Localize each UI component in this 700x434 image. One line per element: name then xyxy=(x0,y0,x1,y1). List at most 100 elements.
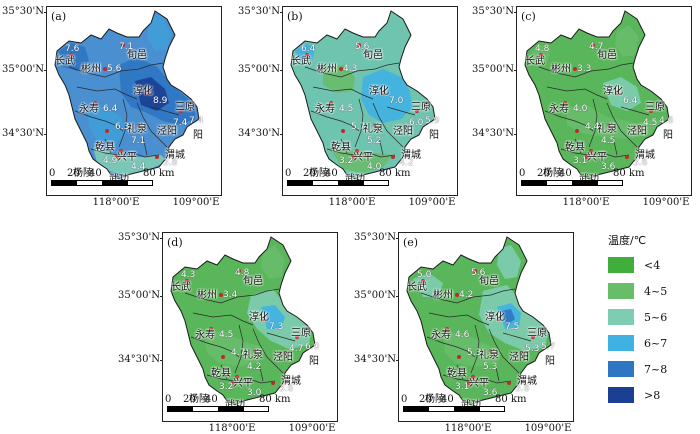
lat-tick xyxy=(160,360,163,361)
county-boundary xyxy=(190,336,240,358)
temperature-value: 6.3 xyxy=(115,122,130,132)
city-name-wugong: 武功 xyxy=(345,174,365,185)
county-boundary xyxy=(456,364,464,380)
station-marker xyxy=(235,375,239,379)
station-marker xyxy=(589,149,593,153)
temperature-value: 5.6 xyxy=(355,42,370,52)
temperature-value: 4.6 xyxy=(659,116,674,126)
legend-label: 7~8 xyxy=(644,362,668,376)
panel-label: (e) xyxy=(403,236,419,249)
county-boundary xyxy=(386,106,416,116)
county-boundary xyxy=(304,62,400,78)
legend-item: 5~6 xyxy=(608,304,688,330)
temperature-value: 5.0 xyxy=(417,270,432,280)
temperature-value: 5.3 xyxy=(483,362,498,372)
station-marker xyxy=(231,381,235,385)
station-marker xyxy=(445,327,449,331)
city-name-jingyang: 泾阳 xyxy=(627,126,647,137)
scale-segment xyxy=(404,407,430,411)
temperature-value: 7.1 xyxy=(119,42,134,52)
scale-segment xyxy=(288,181,314,185)
city-name-qianxian: 乾县 xyxy=(95,142,115,153)
station-marker xyxy=(539,53,543,57)
city-name-yangling: 杨陵 xyxy=(309,168,329,179)
station-marker xyxy=(467,381,471,385)
station-marker xyxy=(415,109,419,113)
city-name-qianxian: 乾县 xyxy=(331,142,351,153)
region-outline xyxy=(290,10,436,180)
city-name-yang: 阳 xyxy=(309,356,319,367)
county-boundary xyxy=(420,288,516,304)
city-name-yongshou: 永寿 xyxy=(315,104,335,115)
city-name-liquan: 礼泉 xyxy=(363,124,383,135)
lat-label: 35°30'N xyxy=(2,6,44,17)
temperature-value: 4.6 xyxy=(455,330,470,340)
city-name-changwu: 长武 xyxy=(407,282,427,293)
lat-label: 34°30'N xyxy=(472,128,514,139)
region-outline xyxy=(406,236,552,406)
station-marker xyxy=(373,123,377,127)
county-boundary xyxy=(258,362,264,382)
lon-label: 118°00'E xyxy=(444,423,492,434)
temperature-value: 7.3 xyxy=(269,322,284,332)
lon-label: 118°00'E xyxy=(562,197,610,208)
scale-segment xyxy=(193,407,219,411)
station-marker xyxy=(357,43,361,47)
temperature-value: 4.0 xyxy=(573,104,588,114)
station-marker xyxy=(105,129,109,133)
city-name-binzhou: 彬州 xyxy=(551,64,571,75)
temperature-value: 5.9 xyxy=(425,116,440,126)
lat-tick xyxy=(280,134,283,135)
station-marker xyxy=(519,351,523,355)
temperature-value: 5.2 xyxy=(367,136,382,146)
city-name-binzhou: 彬州 xyxy=(81,64,101,75)
station-marker xyxy=(607,123,611,127)
station-marker xyxy=(119,149,123,153)
city-name-weicheng: 渭城 xyxy=(401,150,421,161)
temperature-zone xyxy=(203,331,263,367)
city-name-yongshou: 永寿 xyxy=(431,330,451,341)
temperature-zone xyxy=(615,25,639,57)
county-boundary xyxy=(136,102,168,148)
city-name-yang: 阳 xyxy=(663,130,673,141)
county-boundary xyxy=(488,328,520,374)
county-boundary xyxy=(220,364,228,380)
station-marker xyxy=(625,155,629,159)
scale-label: 40 xyxy=(441,394,454,405)
station-marker xyxy=(531,335,535,339)
scale-label: 20 xyxy=(303,168,316,179)
region-outline xyxy=(54,10,200,180)
panel-label: (b) xyxy=(287,10,303,23)
lat-tick xyxy=(160,296,163,297)
temperature-value: 4.7 xyxy=(231,348,246,358)
city-name-changwu: 长武 xyxy=(55,56,75,67)
county-boundary xyxy=(544,110,594,132)
station-marker xyxy=(507,381,511,385)
city-name-binzhou: 彬州 xyxy=(317,64,337,75)
city-name-changwu: 长武 xyxy=(171,282,191,293)
lat-tick xyxy=(396,360,399,361)
county-boundary xyxy=(546,86,608,100)
city-name-liquan: 礼泉 xyxy=(597,124,617,135)
scale-bar xyxy=(287,180,389,186)
scale-label: 80 km xyxy=(379,168,411,179)
temperature-zone xyxy=(87,107,127,145)
scale-segment xyxy=(243,407,268,411)
scale-label: 20 xyxy=(537,168,550,179)
county-boundary xyxy=(606,102,638,148)
county-boundary xyxy=(266,332,296,342)
county-boundary xyxy=(142,136,148,156)
temperature-zone xyxy=(567,105,663,139)
city-name-jingyang: 泾阳 xyxy=(509,352,529,363)
region-outline xyxy=(524,10,670,180)
legend-swatch xyxy=(608,309,634,325)
temperature-zone xyxy=(147,15,171,51)
city-name-qianxian: 乾县 xyxy=(211,368,231,379)
lon-label: 118°00'E xyxy=(92,197,140,208)
station-marker xyxy=(591,43,595,47)
legend-label: 5~6 xyxy=(644,310,668,324)
station-marker xyxy=(341,129,345,133)
county-boundary xyxy=(502,332,532,342)
scale-segment xyxy=(313,181,339,185)
station-marker xyxy=(219,293,223,297)
